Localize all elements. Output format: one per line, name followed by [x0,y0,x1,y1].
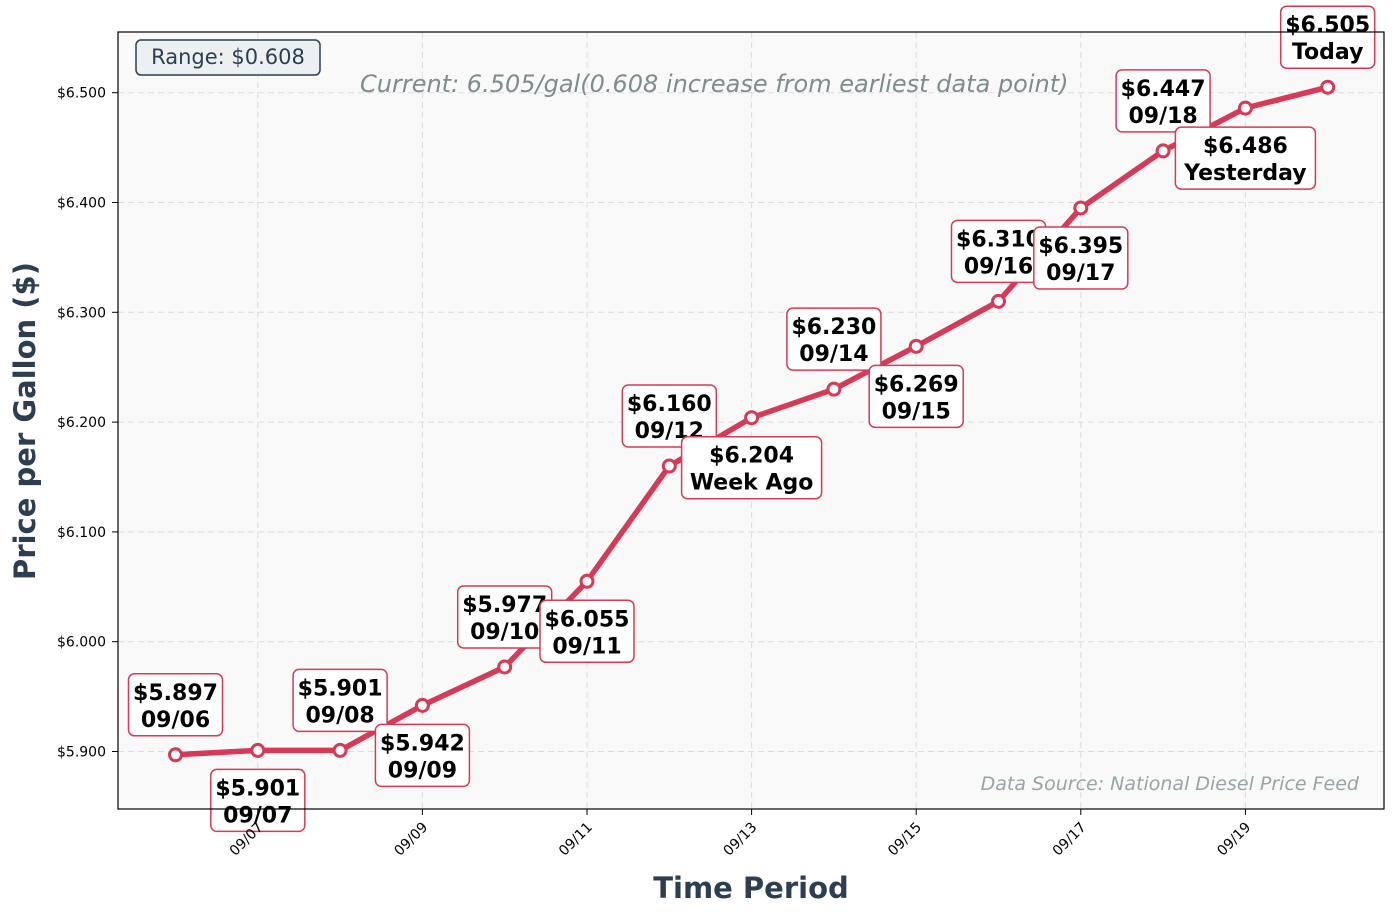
data-source-note: Data Source: National Diesel Price Feed [981,773,1360,795]
annotation-value: $5.901 [215,776,300,801]
x-tick-label: 09/17 [1050,820,1090,860]
annotation-box [621,384,718,448]
annotation-box [127,673,224,737]
annotation-value: $6.310 [956,227,1041,252]
annotation-box [868,364,964,429]
annotation-box [1279,5,1376,69]
annotation-label: 09/06 [141,708,210,733]
data-point [1073,200,1089,216]
data-point [991,293,1006,309]
data-annotations: $5.89709/06$5.90109/07$5.90109/08$5.9420… [127,5,1376,833]
annotation-label: Yesterday [1183,161,1306,186]
annotation-label: 09/18 [1128,104,1197,129]
annotation-value: $5.977 [462,593,547,618]
annotation-value: $5.942 [380,731,465,756]
range-box [135,39,321,76]
y-tick-label: $6.400 [57,196,106,212]
y-tick-label: $6.000 [57,635,106,651]
annotation-label: 09/15 [882,399,951,424]
annotation-box [680,435,823,500]
annotation-value: $6.160 [627,392,712,417]
annotation-label: 09/10 [470,620,539,645]
annotation-value: $6.204 [709,444,794,469]
y-tick-label: $6.200 [57,415,106,431]
y-tick-label: $5.900 [57,745,106,761]
data-point [414,697,430,713]
annotation-label: 09/07 [223,803,292,828]
y-tick-label: $6.500 [57,86,106,102]
x-tick-label: 09/15 [885,820,925,860]
annotation-box [1033,226,1129,290]
y-tick-label: $6.100 [57,525,106,541]
annotation-value: $6.055 [545,607,630,632]
data-point [579,573,595,589]
data-point [497,659,513,675]
data-point [168,747,183,763]
annotation-label: 09/08 [305,703,374,728]
annotation-value: $5.897 [133,681,218,706]
annotation-box [786,307,882,371]
y-axis-title: Price per Gallon ($) [8,262,42,580]
annotation-label: 09/09 [388,758,457,783]
x-tick-label: 09/13 [721,820,761,860]
x-axis-ticks: 09/07 09/09 09/11 09/13 09/15 09/17 09/19 [227,809,1254,859]
data-point [250,742,266,758]
data-point [826,381,842,397]
annotation-label: 09/14 [799,342,868,367]
annotation-box [292,668,388,733]
annotation-box [1174,126,1317,190]
annotation-value: $6.269 [874,372,959,397]
annotation-label: 09/17 [1046,261,1115,286]
range-label: Range: $0.608 [151,45,305,69]
x-axis-title: Time Period [653,871,849,905]
data-point [1155,143,1171,159]
annotation-value: $6.395 [1038,234,1123,259]
x-tick-label: 09/19 [1214,820,1254,860]
annotation-label: 09/16 [964,254,1033,279]
data-point [1237,100,1253,116]
annotation-value: $6.486 [1203,134,1288,159]
x-tick-label: 09/11 [556,820,596,860]
annotation-box [210,768,306,833]
data-point [908,338,924,354]
y-axis-ticks: $5.900 $6.000 $6.100 $6.200 $6.300 $6.400 $6.5… [57,86,118,761]
annotation-box [539,599,635,664]
annotation-value: $6.230 [791,315,876,340]
annotation-value: $5.901 [298,676,383,701]
data-point [332,742,348,758]
x-tick-label: 09/09 [391,820,431,860]
data-points [168,79,1336,763]
annotation-label: 09/11 [552,634,621,659]
annotation-label: Today [1292,40,1363,65]
annotation-value: $6.505 [1285,13,1370,38]
plot-frame [117,31,1385,810]
chart-subtitle: Current: 6.505/gal(0.608 increase from e… [360,70,1068,98]
data-point [744,410,760,426]
annotation-value: $6.447 [1121,77,1206,102]
annotation-label: Week Ago [690,471,814,496]
annotation-box [1115,69,1211,133]
annotation-box [374,723,471,788]
y-tick-label: $6.300 [57,305,106,321]
data-point [1320,79,1336,95]
data-point [661,458,677,474]
